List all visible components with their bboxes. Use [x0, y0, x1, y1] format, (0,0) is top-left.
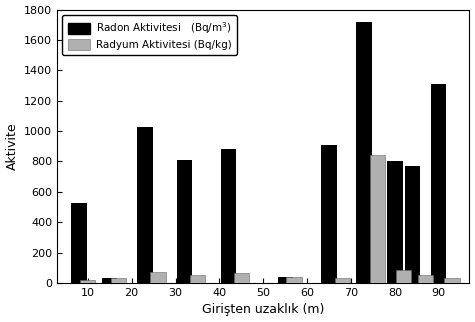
Legend: Radon Aktivitesi   (Bq/m$^3$), Radyum Aktivitesi (Bq/kg): Radon Aktivitesi (Bq/m$^3$), Radyum Akti…	[62, 15, 237, 55]
Bar	[190, 275, 205, 283]
Bar	[277, 277, 293, 283]
Bar	[111, 279, 126, 283]
X-axis label: Girişten uzaklık (m): Girişten uzaklık (m)	[202, 303, 324, 317]
Bar	[418, 275, 433, 283]
Y-axis label: Aktivite: Aktivite	[6, 122, 19, 170]
Bar	[370, 156, 385, 283]
Bar	[177, 160, 192, 283]
Bar	[234, 273, 249, 283]
Bar	[71, 203, 87, 283]
Bar	[357, 22, 372, 283]
Bar	[322, 145, 337, 283]
Bar	[405, 166, 420, 283]
Bar	[286, 277, 302, 283]
Bar	[80, 280, 95, 283]
Bar	[220, 149, 236, 283]
Bar	[137, 127, 152, 283]
Bar	[431, 84, 446, 283]
Bar	[102, 279, 117, 283]
Bar	[150, 272, 166, 283]
Bar	[334, 279, 350, 283]
Bar	[444, 278, 460, 283]
Bar	[387, 162, 402, 283]
Bar	[396, 270, 411, 283]
